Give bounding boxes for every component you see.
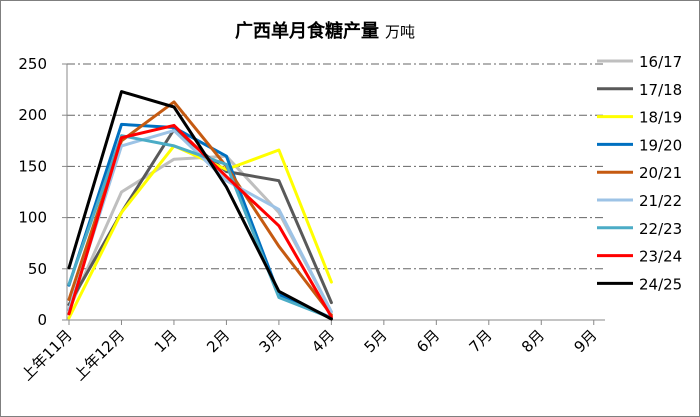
legend-label-24-25: 24/25 <box>639 275 682 293</box>
series-line-22-23 <box>67 134 333 320</box>
x-tick-label-5: 4月 <box>308 326 338 356</box>
y-tick-label-3: 150 <box>18 157 47 175</box>
x-tick-label-10: 9月 <box>570 326 600 356</box>
y-tick-label-1: 50 <box>28 260 47 278</box>
x-tick-label-7: 6月 <box>413 326 443 356</box>
x-tick-label-6: 5月 <box>361 326 391 356</box>
x-tick-label-2: 1月 <box>151 326 181 356</box>
x-tick-label-3: 2月 <box>203 326 233 356</box>
y-tick-labels: 0 50 100 150 200 250 <box>18 55 47 329</box>
chart-title: 广西单月食糖产量 万吨 <box>235 20 415 42</box>
chart-unit-text: 万吨 <box>385 23 415 41</box>
legend-label-21-22: 21/22 <box>639 192 682 210</box>
y-tick-label-4: 200 <box>18 106 47 124</box>
x-tick-label-0: 上年11月 <box>18 326 76 384</box>
legend-label-20-21: 20/21 <box>639 164 682 182</box>
x-tick-label-8: 7月 <box>466 326 496 356</box>
chart-title-text: 广西单月食糖产量 <box>235 20 379 42</box>
y-tick-label-5: 250 <box>18 55 47 73</box>
legend-label-16-17: 16/17 <box>639 53 682 71</box>
legend-label-17-18: 17/18 <box>639 81 682 99</box>
gridlines <box>67 63 605 270</box>
y-tick-label-2: 100 <box>18 209 47 227</box>
series-line-23-24 <box>67 123 333 319</box>
series-line-24-25 <box>67 90 333 321</box>
y-tick-label-0: 0 <box>37 311 47 329</box>
series-line-19-20 <box>67 122 333 320</box>
legend-label-19-20: 19/20 <box>639 136 682 154</box>
legend-label-23-24: 23/24 <box>639 248 682 266</box>
series-lines <box>67 90 333 321</box>
x-tick-label-1: 上年12月 <box>70 326 128 384</box>
axes <box>62 63 605 325</box>
x-tick-label-4: 3月 <box>256 326 286 356</box>
legend-label-22-23: 22/23 <box>639 220 682 238</box>
x-tick-label-9: 8月 <box>518 326 548 356</box>
legend: 16/17 17/18 18/19 19/20 20/21 21/22 22/23 23/24… <box>597 53 682 293</box>
legend-label-18-19: 18/19 <box>639 109 682 127</box>
